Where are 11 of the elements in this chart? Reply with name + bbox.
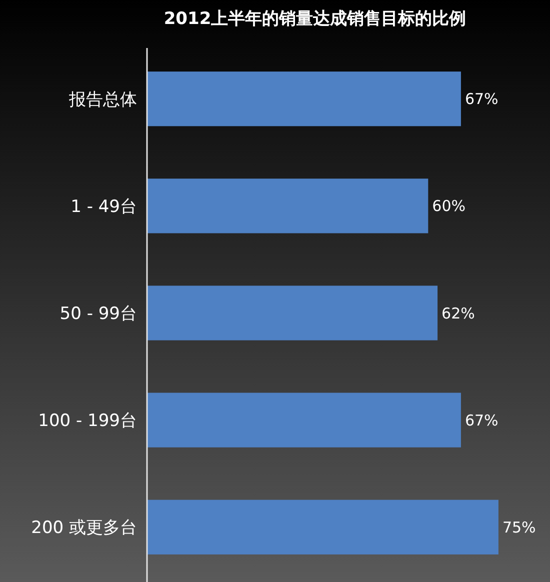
data-label: 67% xyxy=(464,411,498,430)
y-tick-label: 1 - 49台 xyxy=(70,196,137,217)
chart-title: 2012上半年的销量达成销售目标的比例 xyxy=(164,9,466,29)
y-tick-label: 200 或更多台 xyxy=(31,518,137,538)
y-tick-label: 50 - 99台 xyxy=(60,304,137,324)
data-label: 62% xyxy=(442,304,475,322)
y-tick-label: 100 - 199台 xyxy=(38,411,137,432)
data-label: 60% xyxy=(432,197,466,216)
data-label: 67% xyxy=(464,90,498,108)
y-tick-label: 报告总体 xyxy=(68,90,137,110)
data-label: 75% xyxy=(502,518,536,536)
